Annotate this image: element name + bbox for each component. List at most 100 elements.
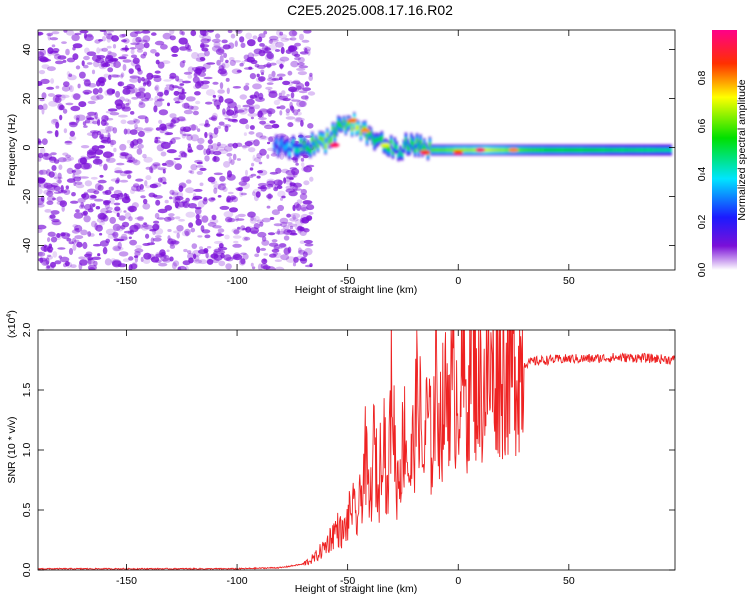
noise-speck: [118, 251, 129, 257]
signal-cell: [584, 148, 587, 152]
noise-speck: [140, 195, 146, 199]
noise-speck: [39, 83, 43, 86]
noise-speck: [67, 74, 77, 81]
noise-speck: [299, 100, 307, 108]
noise-speck: [192, 76, 200, 84]
noise-speck: [73, 93, 81, 101]
signal-cell: [464, 148, 468, 152]
noise-speck: [38, 31, 44, 36]
noise-speck: [92, 158, 103, 165]
noise-speck: [41, 92, 47, 100]
noise-speck: [202, 198, 208, 205]
colorbar-tick-label: 0.6: [696, 119, 708, 134]
signal-cell: [619, 148, 623, 152]
noise-speck: [106, 136, 111, 144]
noise-speck: [204, 50, 210, 57]
noise-speck: [293, 188, 302, 191]
signal-cell: [456, 148, 460, 152]
signal-cell: [559, 148, 562, 152]
noise-speck: [273, 223, 283, 227]
noise-speck: [59, 256, 70, 263]
noise-speck: [215, 48, 225, 55]
noise-speck: [305, 135, 313, 139]
noise-speck: [92, 243, 102, 247]
noise-speck: [169, 30, 175, 35]
noise-speck: [268, 73, 273, 80]
noise-speck: [73, 114, 81, 121]
noise-speck: [299, 33, 304, 41]
noise-speck: [69, 122, 78, 128]
noise-speck: [65, 48, 70, 56]
noise-speck: [200, 67, 207, 73]
noise-speck: [186, 134, 193, 141]
signal-cell: [487, 148, 491, 152]
noise-speck: [69, 130, 76, 137]
noise-speck: [111, 35, 119, 42]
noise-speck: [190, 30, 197, 37]
noise-speck: [169, 140, 173, 145]
noise-speck: [156, 217, 165, 220]
noise-speck: [296, 85, 302, 90]
noise-speck: [181, 200, 188, 204]
noise-speck: [266, 62, 272, 69]
noise-speck: [229, 57, 235, 61]
noise-speck: [78, 176, 89, 179]
noise-speck: [105, 54, 114, 60]
noise-speck: [299, 229, 307, 236]
noise-speck: [72, 243, 77, 251]
noise-speck: [83, 156, 92, 160]
noise-speck: [275, 41, 284, 48]
signal-cell: [468, 148, 471, 152]
noise-speck: [290, 229, 296, 235]
colorbar: 0.0 0.2 0.4 0.6 0.8 Normalized spectral ampl…: [696, 30, 748, 277]
noise-speck: [108, 186, 115, 191]
noise-speck: [274, 49, 281, 52]
snr-y-ticks: 0.0 0.5 1.0 1.5 2.0: [21, 323, 675, 577]
noise-speck: [125, 102, 130, 106]
signal-cell: [395, 145, 398, 150]
noise-speck: [176, 232, 180, 239]
noise-speck: [266, 108, 276, 115]
signal-cell: [564, 148, 568, 152]
noise-speck: [285, 256, 296, 263]
noise-speck: [225, 216, 233, 223]
noise-speck: [247, 39, 256, 47]
noise-speck: [50, 118, 59, 125]
noise-speck: [152, 162, 161, 167]
noise-speck: [128, 68, 134, 74]
noise-speck: [308, 211, 314, 215]
noise-speck: [280, 197, 283, 201]
noise-speck: [156, 98, 165, 102]
y-tick-label: 1.0: [21, 443, 33, 458]
signal-cell: [551, 148, 554, 152]
colorbar-ticks: 0.0 0.2 0.4 0.6 0.8: [696, 71, 708, 278]
noise-speck: [38, 183, 42, 188]
noise-speck: [135, 36, 142, 43]
noise-speck: [268, 38, 279, 45]
noise-speck: [138, 100, 144, 105]
noise-speck: [158, 109, 169, 116]
noise-speck: [137, 143, 144, 149]
noise-speck: [179, 83, 185, 86]
noise-speck: [302, 251, 308, 258]
signal-cell: [293, 146, 297, 152]
noise-speck: [142, 203, 151, 210]
noise-speck: [252, 35, 258, 40]
signal-cell: [307, 145, 310, 152]
noise-speck: [90, 195, 97, 199]
noise-speck: [207, 139, 213, 145]
noise-speck: [47, 93, 55, 97]
noise-speck: [150, 237, 155, 244]
noise-speck: [274, 124, 279, 128]
noise-speck: [266, 194, 273, 199]
noise-speck: [54, 130, 59, 138]
noise-speck: [194, 206, 202, 210]
signal-cell: [590, 148, 593, 152]
noise-speck: [66, 71, 71, 77]
noise-speck: [126, 205, 136, 212]
noise-speck: [218, 243, 224, 249]
noise-speck: [48, 250, 53, 253]
noise-speck: [156, 144, 165, 152]
noise-speck: [304, 264, 313, 268]
